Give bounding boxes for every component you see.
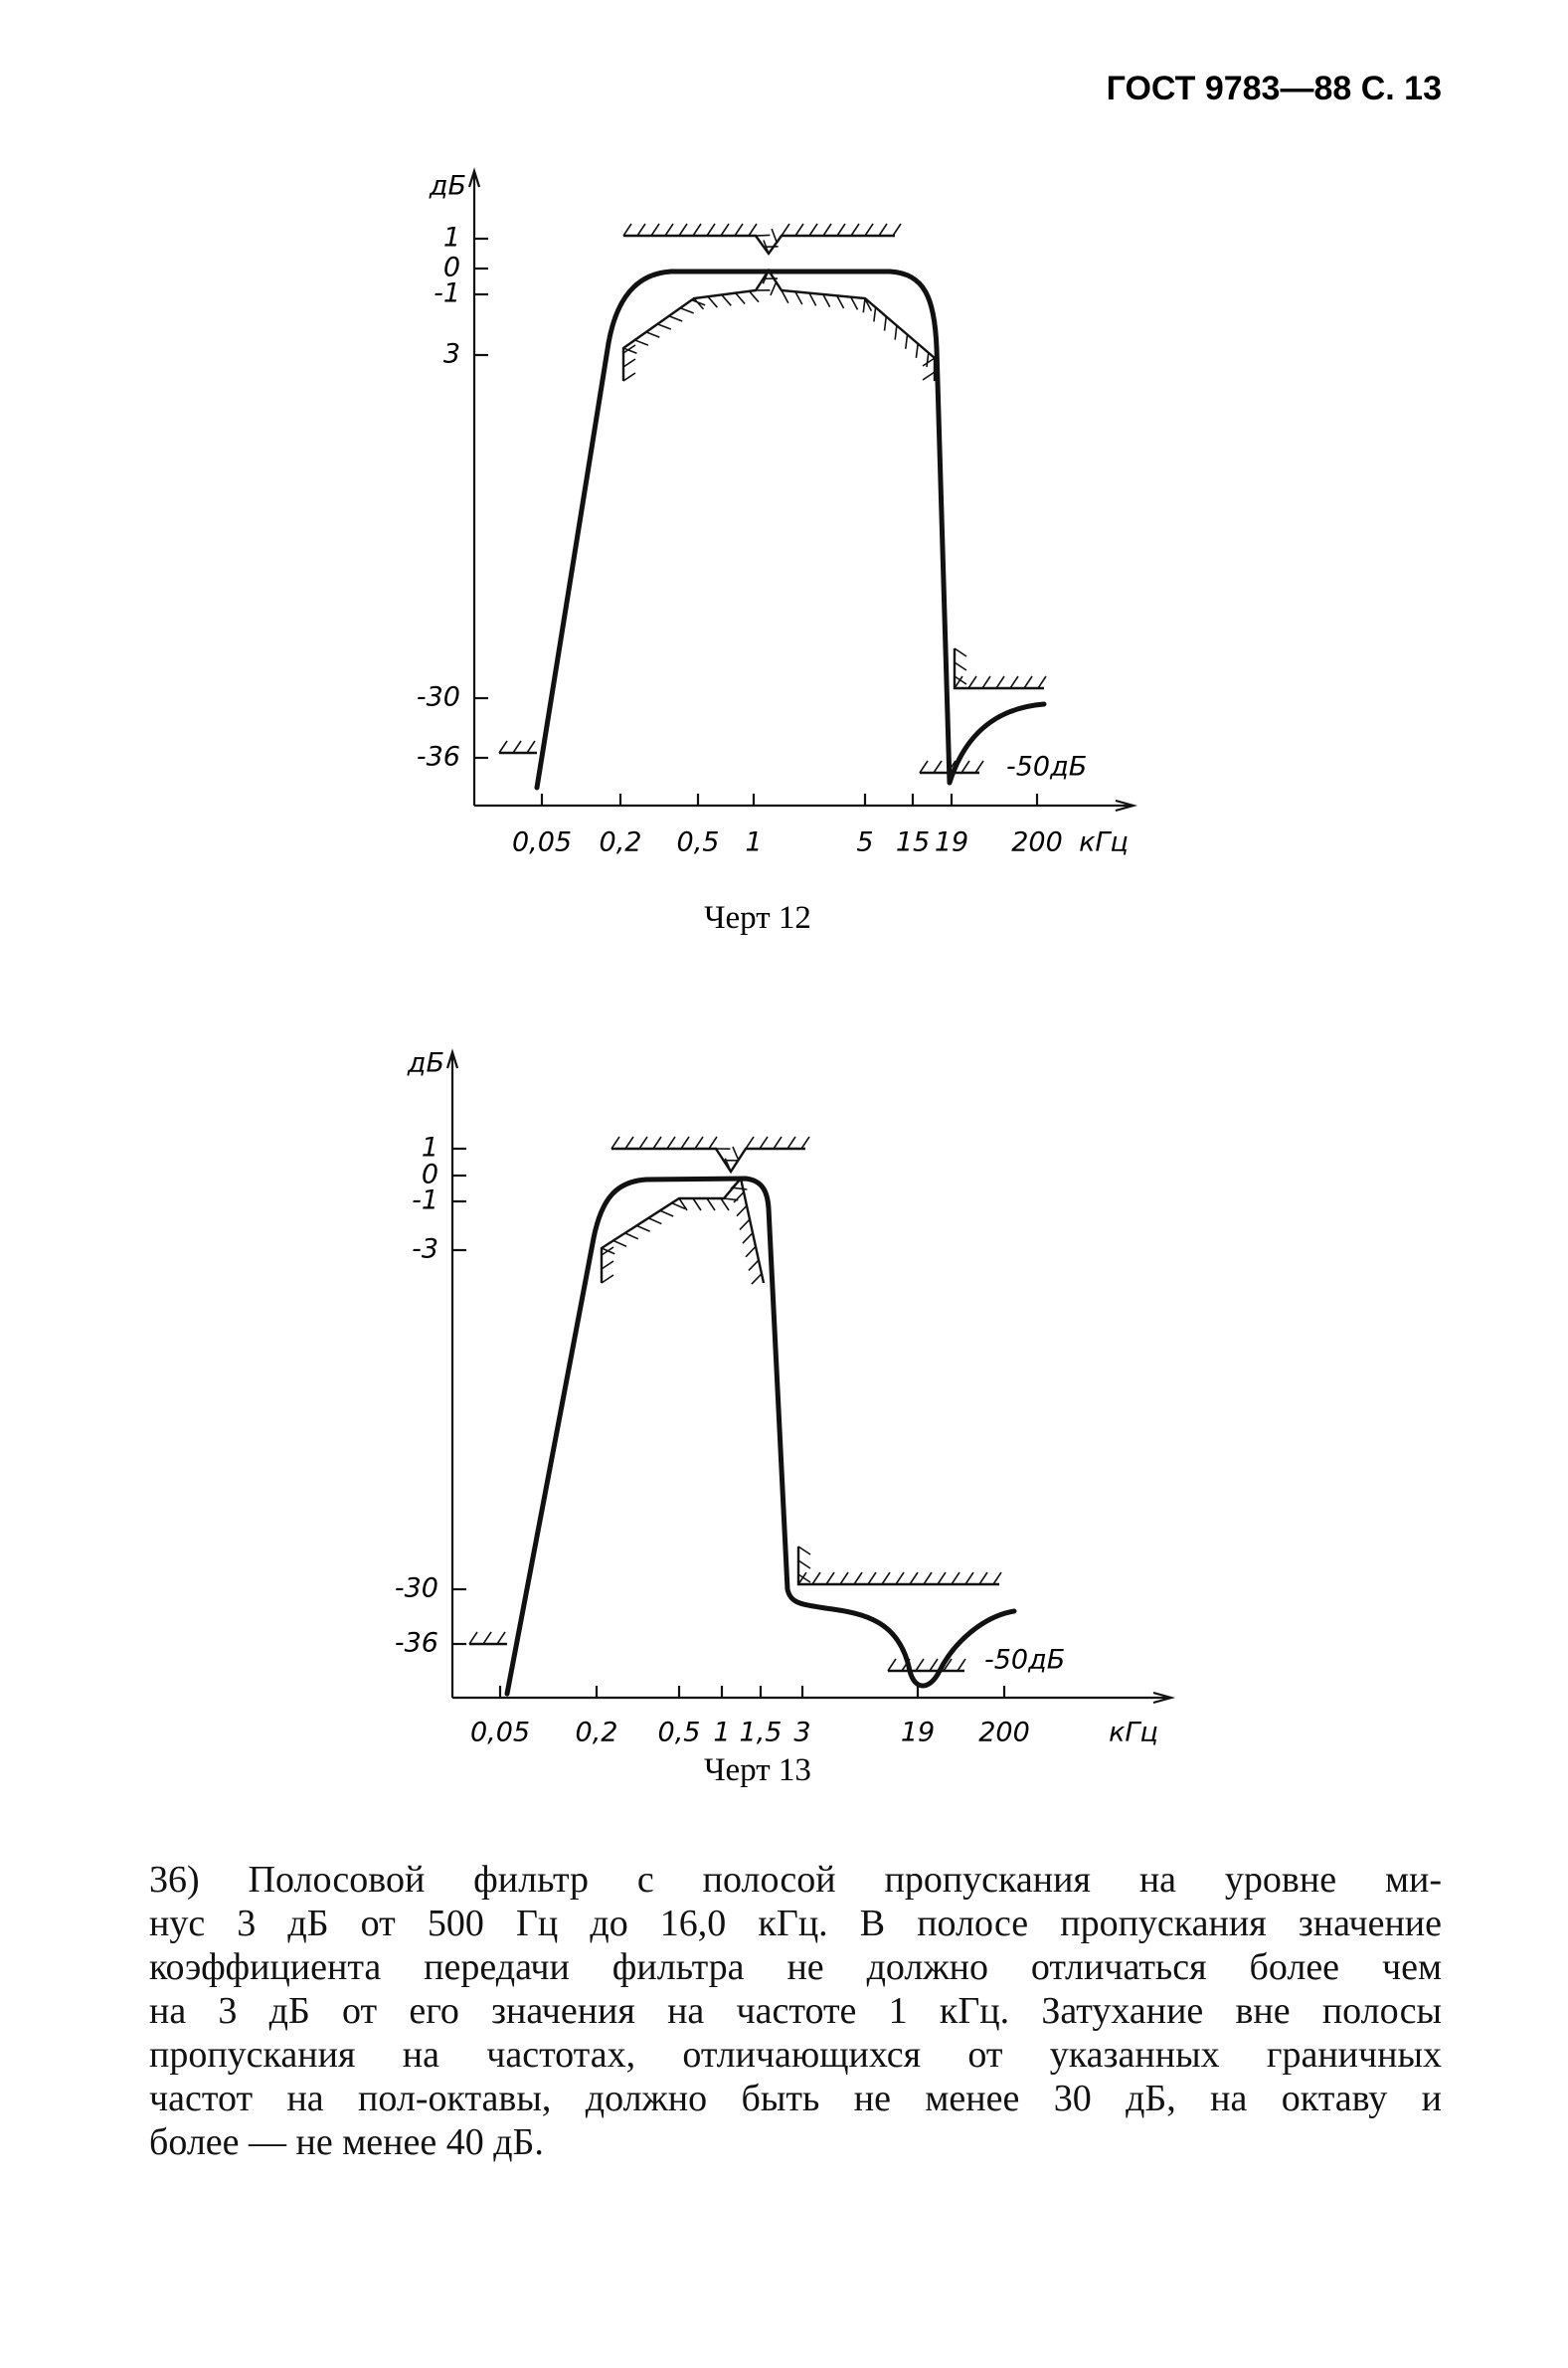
x-tick-label: 1 xyxy=(745,827,762,858)
y-unit: дБ xyxy=(429,171,466,202)
y-tick-label: 0 xyxy=(422,1160,438,1190)
annotation: -50дБ xyxy=(1006,752,1087,783)
y-tick-label: 1 xyxy=(422,1133,438,1164)
response-curve xyxy=(504,1176,1017,1697)
x-tick-label: 1 xyxy=(713,1718,730,1748)
page-header: ГОСТ 9783—88 С. 13 xyxy=(1107,70,1442,107)
x-tick-label: 0,05 xyxy=(512,827,572,858)
y-tick-label: 1 xyxy=(443,223,460,254)
caption: Черт 12 xyxy=(704,900,811,936)
hatch-ticks xyxy=(954,647,1047,689)
hatch-line xyxy=(623,234,895,257)
hatch-ticks xyxy=(622,270,936,382)
x-tick-label: 0,5 xyxy=(677,827,720,858)
text-line: более — не менее 40 дБ. xyxy=(149,2121,544,2163)
x-tick-label: 19 xyxy=(901,1718,935,1748)
hatch-ticks xyxy=(887,1658,966,1672)
x-tick-label: 0,5 xyxy=(658,1718,701,1748)
caption: Черт 13 xyxy=(704,1752,811,1788)
x-tick-label: 1,5 xyxy=(740,1718,783,1748)
x-tick-label: 200 xyxy=(1011,827,1063,858)
hatch-line xyxy=(600,1176,766,1284)
y-tick-label: -1 xyxy=(412,1185,438,1216)
y-tick-label: 3 xyxy=(443,339,460,370)
text-line: 36) Полосовой фильтр с полосой пропускан… xyxy=(149,1859,1442,1901)
hatch-ticks xyxy=(610,1136,810,1173)
y-tick-label: -30 xyxy=(395,1573,438,1604)
y-tick-label: -3 xyxy=(412,1234,438,1265)
hatch-ticks xyxy=(468,1631,506,1645)
y-tick-label: 0 xyxy=(443,253,460,283)
hatch-ticks xyxy=(797,1546,1002,1585)
x-tick-label: 0,05 xyxy=(470,1718,530,1748)
x-tick-label: 15 xyxy=(896,827,930,858)
x-unit: кГц xyxy=(1079,827,1129,858)
hatch-line xyxy=(621,268,937,381)
annotation: -50дБ xyxy=(984,1645,1065,1676)
hatch-ticks xyxy=(498,740,536,754)
text-line: на 3 дБ от его значения на частоте 1 кГц… xyxy=(149,1990,1442,2032)
x-tick-label: 200 xyxy=(978,1718,1030,1748)
hatch-ticks xyxy=(601,1178,763,1285)
y-tick-label: -36 xyxy=(395,1628,438,1659)
x-tick-label: 5 xyxy=(856,827,873,858)
y-tick-label: -36 xyxy=(417,742,460,773)
text-line: нус 3 дБ от 500 Гц до 16,0 кГц. В полосе… xyxy=(149,1903,1442,1944)
x-unit: кГц xyxy=(1109,1718,1158,1748)
y-unit: дБ xyxy=(407,1048,444,1079)
x-axis xyxy=(452,1691,1176,1705)
response-curve xyxy=(534,269,1047,791)
x-tick-label: 19 xyxy=(935,827,968,858)
hatch-ticks xyxy=(622,223,902,255)
y-axis xyxy=(467,167,481,806)
x-tick-label: 0,2 xyxy=(576,1718,618,1748)
y-tick-label: -1 xyxy=(434,278,460,309)
text-line: частот на пол-октавы, должно быть не мен… xyxy=(149,2078,1442,2119)
y-tick-label: -30 xyxy=(417,682,460,713)
hatch-line xyxy=(611,1147,805,1175)
hatch-line xyxy=(953,648,1044,690)
text-line: коэффициента передачи фильтра не должно … xyxy=(149,1946,1442,1988)
x-axis xyxy=(474,799,1138,813)
x-tick-label: 3 xyxy=(793,1718,810,1748)
x-tick-label: 0,2 xyxy=(600,827,642,858)
paragraph: 36) Полосовой фильтр с полосой пропускан… xyxy=(149,1858,1442,2164)
text-line: пропускания на частотах, отличающихся от… xyxy=(149,2034,1442,2076)
